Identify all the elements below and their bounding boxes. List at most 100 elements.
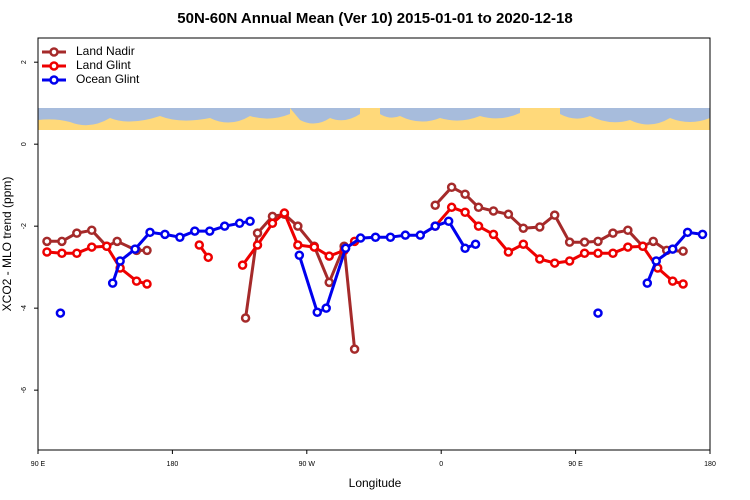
data-point <box>219 221 230 231</box>
data-point <box>488 206 499 216</box>
data-point <box>237 260 248 270</box>
data-point <box>42 236 52 247</box>
data-point <box>678 246 688 256</box>
data-point <box>446 182 457 192</box>
y-tick-label: -4 <box>21 305 28 311</box>
x-tick-label: 90 E <box>568 461 583 468</box>
data-point <box>252 228 263 238</box>
map-strip <box>38 108 710 130</box>
data-point <box>130 244 140 254</box>
x-axis-label: Longitude <box>349 476 402 490</box>
y-tick-label: 2 <box>21 60 28 64</box>
legend-label: Land Nadir <box>76 44 135 58</box>
x-tick-label: 180 <box>167 461 179 468</box>
data-point <box>175 232 185 242</box>
data-point <box>503 247 514 257</box>
data-point <box>473 202 484 213</box>
data-point <box>667 244 678 254</box>
data-point <box>293 221 303 231</box>
data-point <box>115 256 125 266</box>
data-point <box>252 240 263 250</box>
data-point <box>623 225 633 236</box>
data-point <box>112 236 122 247</box>
x-tick-label: 0 <box>439 461 443 468</box>
data-point <box>131 276 142 286</box>
data-point <box>638 241 648 252</box>
data-point <box>190 226 200 236</box>
data-point <box>608 248 618 258</box>
data-point <box>101 241 112 252</box>
data-point <box>415 230 426 240</box>
data-point <box>400 230 411 240</box>
data-point <box>488 229 499 240</box>
data-point <box>430 200 440 211</box>
data-point <box>430 221 440 231</box>
data-point <box>324 251 334 261</box>
series-line <box>46 205 684 286</box>
y-tick-label: -6 <box>21 387 28 393</box>
data-point <box>564 237 575 247</box>
data-point <box>518 239 529 249</box>
data-point <box>549 258 560 268</box>
data-point <box>608 228 618 238</box>
data-point <box>503 209 514 220</box>
data-point <box>579 248 590 258</box>
x-tick-label: 90 W <box>299 461 316 468</box>
y-tick-label: -2 <box>21 223 28 229</box>
data-point <box>57 236 67 247</box>
data-point <box>593 248 603 258</box>
data-point <box>57 248 67 258</box>
data-point <box>697 229 708 240</box>
data-point <box>470 239 481 249</box>
data-point <box>42 247 52 257</box>
data-point <box>312 307 323 318</box>
data-point <box>593 308 603 318</box>
data-point <box>642 278 653 288</box>
data-point <box>55 308 66 318</box>
data-point <box>160 229 170 240</box>
legend-label: Land Glint <box>76 58 131 72</box>
data-point <box>142 279 152 289</box>
x-tick-label: 180 <box>704 461 716 468</box>
y-axis-label: XCO2 - MLO trend (ppm) <box>0 177 14 312</box>
data-point <box>107 278 118 288</box>
data-point <box>194 240 205 250</box>
data-point <box>473 221 484 231</box>
data-point <box>309 242 320 252</box>
chart-title: 50N-60N Annual Mean (Ver 10) 2015-01-01 … <box>177 10 572 27</box>
data-point <box>648 236 659 247</box>
data-point <box>240 313 251 323</box>
data-point <box>370 232 381 242</box>
data-point <box>72 248 82 258</box>
data-point <box>321 303 331 313</box>
data-point <box>535 254 545 264</box>
data-point <box>203 252 213 263</box>
data-point <box>460 189 470 199</box>
data-point <box>87 225 97 236</box>
data-point <box>443 216 454 226</box>
data-point <box>279 208 290 218</box>
data-point <box>549 210 560 220</box>
data-point <box>682 227 693 238</box>
legend-label: Ocean Glint <box>76 72 140 86</box>
data-point <box>535 222 545 232</box>
data-point <box>460 207 470 217</box>
data-point <box>593 236 603 247</box>
data-point <box>564 256 575 266</box>
y-tick-label: 0 <box>21 142 28 146</box>
data-point <box>678 279 688 289</box>
plot-frame <box>37 37 711 451</box>
data-point <box>293 240 303 250</box>
data-point <box>651 256 661 266</box>
data-point <box>234 218 245 229</box>
data-point <box>518 223 529 233</box>
data-point <box>385 232 396 242</box>
legend-marker <box>49 47 59 57</box>
data-point <box>340 243 351 254</box>
data-point <box>355 233 366 243</box>
data-point <box>446 202 457 213</box>
data-point <box>667 276 678 286</box>
data-point <box>623 242 633 252</box>
data-point <box>267 218 278 229</box>
x-tick-label: 90 E <box>31 461 46 468</box>
